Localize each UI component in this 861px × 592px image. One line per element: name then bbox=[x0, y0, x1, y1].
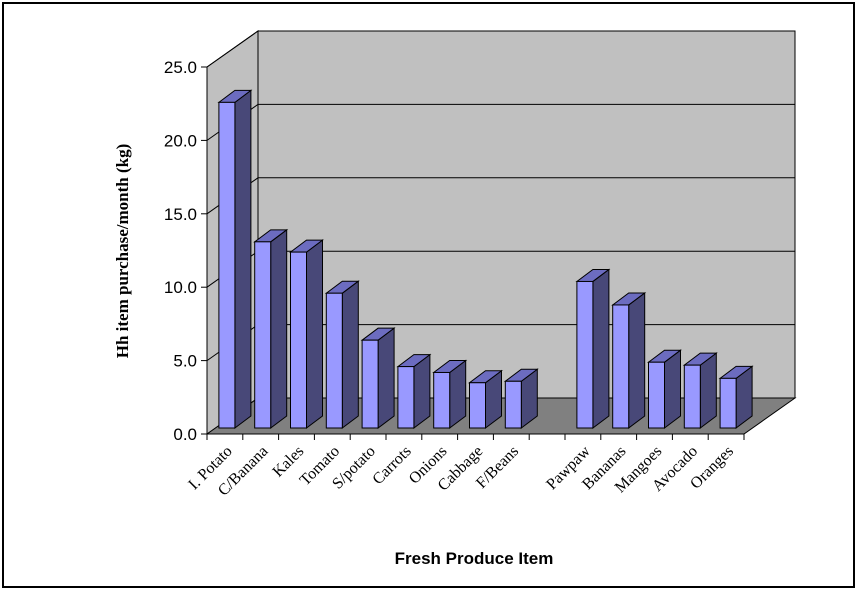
bar bbox=[647, 349, 682, 429]
axes bbox=[201, 66, 745, 440]
bar bbox=[718, 365, 754, 429]
bar bbox=[253, 228, 289, 429]
bar-side bbox=[628, 291, 646, 429]
gridline bbox=[206, 30, 795, 68]
bar-front bbox=[612, 304, 630, 429]
bar-front bbox=[290, 251, 307, 429]
bar-side bbox=[592, 268, 610, 429]
bar bbox=[682, 352, 718, 429]
bar-side bbox=[699, 352, 717, 429]
bar bbox=[503, 368, 539, 429]
y-tick-label: 5.0 bbox=[173, 352, 197, 371]
bars bbox=[217, 89, 754, 429]
bar-front bbox=[648, 361, 665, 429]
bar-front bbox=[576, 280, 594, 429]
bar-side bbox=[234, 89, 252, 429]
bar bbox=[468, 369, 503, 429]
x-axis-title: Fresh Produce Item bbox=[395, 549, 554, 568]
bar-front bbox=[719, 377, 737, 429]
bar-front bbox=[397, 366, 415, 429]
bar-front bbox=[433, 371, 451, 429]
bar-front bbox=[683, 364, 701, 429]
y-tick-label: 10.0 bbox=[164, 278, 197, 297]
y-tick-label: 0.0 bbox=[173, 425, 197, 444]
bar-side bbox=[377, 327, 395, 429]
bar-front bbox=[361, 339, 379, 429]
bar-side bbox=[270, 228, 288, 429]
bar-front bbox=[325, 292, 343, 429]
bar-side bbox=[306, 239, 323, 429]
bar-side bbox=[664, 349, 681, 429]
bar bbox=[432, 359, 468, 429]
bar bbox=[360, 327, 396, 429]
bar bbox=[396, 353, 432, 429]
bar bbox=[289, 239, 324, 429]
y-tick-labels: 0.0 5.0 10.0 15.0 20.0 25.0 bbox=[164, 58, 197, 444]
y-tick-label: 25.0 bbox=[164, 58, 197, 77]
bar bbox=[575, 268, 611, 429]
bar bbox=[217, 89, 253, 429]
bar-front bbox=[504, 380, 522, 429]
x-category-labels: I. PotatoC/BananaKalesTomatoS/potatoCarr… bbox=[185, 442, 737, 499]
bar bbox=[611, 291, 647, 429]
x-category-label: Carrots bbox=[369, 443, 414, 488]
bar-side bbox=[341, 280, 359, 429]
y-tick-label: 20.0 bbox=[164, 131, 197, 150]
bar-front bbox=[218, 101, 236, 429]
bar-side bbox=[413, 353, 431, 429]
bar-front bbox=[469, 382, 486, 429]
bar-chart: 0.0 5.0 10.0 15.0 20.0 25.0 I. PotatoC/Banana… bbox=[113, 30, 797, 568]
bar bbox=[324, 280, 360, 429]
bar-front bbox=[254, 241, 272, 429]
y-tick-label: 15.0 bbox=[164, 205, 197, 224]
y-axis-title: Hh item purchase/month (kg) bbox=[113, 144, 132, 359]
